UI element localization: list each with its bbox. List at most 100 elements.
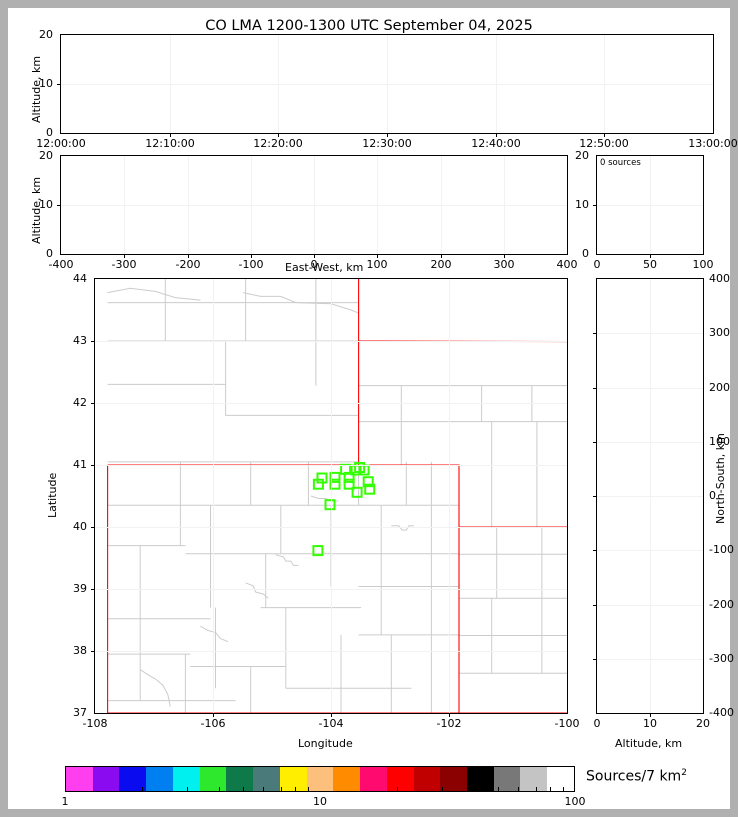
colorbar[interactable] bbox=[65, 766, 575, 792]
tick-label-y: -400 bbox=[709, 706, 734, 719]
panel-map-ylabel: Latitude bbox=[46, 472, 59, 518]
panel-east-west-height-xlabel: East-West, km bbox=[285, 261, 364, 274]
tick-mark-y bbox=[593, 333, 596, 334]
tick-label-x: 12:40:00 bbox=[471, 137, 521, 150]
colorbar-minor-tick bbox=[280, 787, 282, 791]
tick-label-y: -200 bbox=[709, 598, 734, 611]
colorbar-band bbox=[333, 767, 361, 791]
gridline-horizontal bbox=[597, 605, 703, 606]
gridline-horizontal bbox=[597, 496, 703, 497]
tick-label-y: 0 bbox=[46, 247, 53, 260]
colorbar-minor-tick bbox=[218, 787, 220, 791]
colorbar-minor-tick bbox=[263, 787, 265, 791]
tick-mark-y bbox=[91, 527, 94, 528]
tick-label-x: 12:20:00 bbox=[253, 137, 303, 150]
tick-label-x: 0 bbox=[593, 258, 601, 271]
tick-label-y: 20 bbox=[39, 28, 53, 41]
state-boundaries bbox=[107, 279, 567, 713]
colorbar-tick-label: 100 bbox=[564, 795, 586, 808]
tick-mark-y bbox=[91, 465, 94, 466]
source-marker bbox=[329, 471, 341, 483]
colorbar-band bbox=[172, 767, 200, 791]
panel-altitude-histogram[interactable]: 0 sources bbox=[596, 155, 704, 255]
tick-mark-y bbox=[57, 84, 60, 85]
source-marker bbox=[312, 478, 324, 490]
tick-label-x: -200 bbox=[175, 258, 201, 271]
tick-label-x: -104 bbox=[318, 717, 344, 730]
colorbar-band bbox=[306, 767, 334, 791]
tick-mark-x bbox=[504, 255, 505, 258]
colorbar-band bbox=[279, 767, 307, 791]
colorbar-minor-tick bbox=[243, 787, 245, 791]
source-marker bbox=[329, 478, 341, 490]
tick-mark-x bbox=[650, 714, 651, 717]
county-line-irregular-2 bbox=[391, 525, 414, 531]
tick-label-x: 0 bbox=[593, 717, 601, 730]
tick-mark-x bbox=[650, 255, 651, 258]
gridline-horizontal bbox=[95, 589, 567, 590]
gridline-horizontal bbox=[597, 659, 703, 660]
tick-label-x: -102 bbox=[436, 717, 462, 730]
colorbar-band bbox=[66, 767, 93, 791]
tick-label-x: -400 bbox=[48, 258, 74, 271]
tick-label-y: 40 bbox=[73, 520, 87, 533]
gridline-horizontal bbox=[597, 442, 703, 443]
colorbar-band bbox=[467, 767, 494, 791]
figure-title: CO LMA 1200-1300 UTC September 04, 2025 bbox=[205, 18, 533, 34]
panel-east-west-height[interactable] bbox=[60, 155, 568, 255]
county-line-irregular-1 bbox=[107, 287, 201, 301]
tick-label-x: 200 bbox=[430, 258, 452, 271]
panel-north-south-altitude[interactable] bbox=[596, 278, 704, 714]
county-line-irregular-6 bbox=[139, 669, 171, 707]
colorbar-tick-label: 10 bbox=[313, 795, 327, 808]
tick-label-x: -108 bbox=[82, 717, 108, 730]
tick-mark-x bbox=[441, 255, 442, 258]
gridline-horizontal bbox=[61, 205, 567, 206]
colorbar-minor-tick bbox=[498, 787, 500, 791]
county-line-irregular-4 bbox=[245, 582, 269, 599]
source-marker bbox=[343, 478, 355, 490]
tick-label-x: 12:50:00 bbox=[579, 137, 629, 150]
colorbar-band bbox=[199, 767, 227, 791]
gridline-horizontal bbox=[95, 527, 567, 528]
colorbar-minor-tick bbox=[535, 787, 537, 791]
tick-label-y: 42 bbox=[73, 396, 87, 409]
gridline-vertical bbox=[449, 279, 450, 713]
panel-map-plan-view[interactable] bbox=[94, 278, 568, 714]
colorbar-band bbox=[360, 767, 387, 791]
lma-source-markers bbox=[312, 462, 376, 557]
tick-mark-x bbox=[314, 255, 315, 258]
county-line-irregular-5 bbox=[200, 625, 229, 643]
tick-mark-y bbox=[593, 659, 596, 660]
tick-label-y: 200 bbox=[709, 381, 730, 394]
gridline-horizontal bbox=[597, 333, 703, 334]
gridline-vertical bbox=[213, 279, 214, 713]
tick-label-y: 400 bbox=[709, 272, 730, 285]
gridline-horizontal bbox=[597, 388, 703, 389]
tick-mark-y bbox=[593, 442, 596, 443]
tick-mark-y bbox=[57, 205, 60, 206]
colorbar-band bbox=[92, 767, 120, 791]
county-boundaries bbox=[107, 279, 567, 713]
tick-label-y: 0 bbox=[582, 247, 589, 260]
tick-mark-x bbox=[170, 134, 171, 137]
tick-mark-x bbox=[188, 255, 189, 258]
panel-east-west-height-ylabel: Altitude, km bbox=[30, 176, 43, 244]
gridline-horizontal bbox=[95, 651, 567, 652]
county-line-irregular-3 bbox=[275, 554, 299, 566]
colorbar-minor-tick bbox=[518, 787, 520, 791]
source-marker bbox=[362, 476, 374, 488]
gridline-horizontal bbox=[95, 341, 567, 342]
colorbar-band bbox=[253, 767, 280, 791]
source-marker bbox=[324, 499, 336, 511]
tick-mark-x bbox=[377, 255, 378, 258]
source-marker bbox=[364, 483, 376, 495]
colorbar-minor-tick bbox=[396, 787, 398, 791]
colorbar-minor-tick bbox=[141, 787, 143, 791]
tick-label-x: -300 bbox=[111, 258, 137, 271]
source-marker bbox=[351, 486, 363, 498]
panel-north-south-xlabel: Altitude, km bbox=[615, 737, 683, 750]
tick-mark-x bbox=[278, 134, 279, 137]
panel-time-height[interactable] bbox=[60, 34, 714, 134]
colorbar-unit-text: Sources/7 km bbox=[586, 768, 682, 785]
